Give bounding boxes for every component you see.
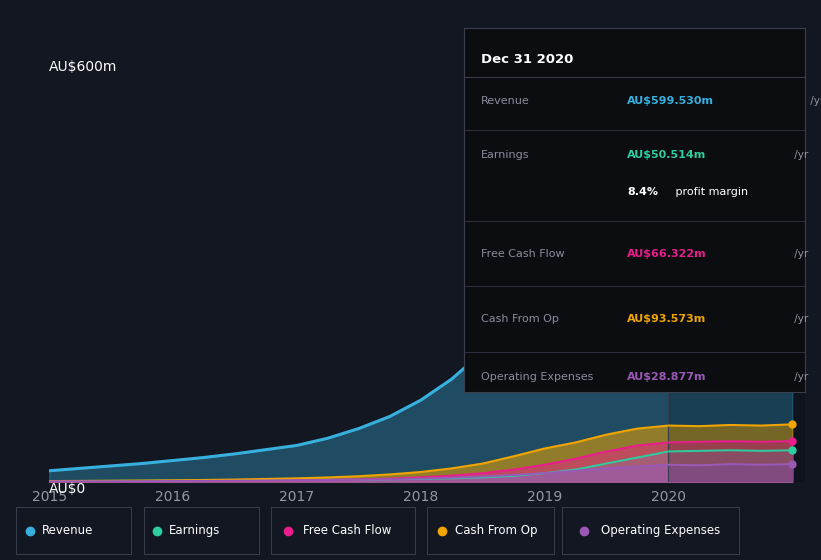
Text: Earnings: Earnings bbox=[481, 151, 530, 160]
Text: /yr: /yr bbox=[791, 151, 808, 160]
Text: /yr: /yr bbox=[791, 314, 808, 324]
Bar bbox=[668, 90, 805, 482]
Text: AU$28.877m: AU$28.877m bbox=[627, 372, 707, 382]
Text: /yr: /yr bbox=[807, 96, 821, 106]
Text: profit margin: profit margin bbox=[672, 187, 748, 197]
Text: AU$50.514m: AU$50.514m bbox=[627, 151, 707, 160]
Text: Dec 31 2020: Dec 31 2020 bbox=[481, 53, 573, 67]
Text: AU$93.573m: AU$93.573m bbox=[627, 314, 707, 324]
Text: Operating Expenses: Operating Expenses bbox=[601, 524, 721, 537]
Text: /yr: /yr bbox=[791, 249, 808, 259]
Text: AU$599.530m: AU$599.530m bbox=[627, 96, 714, 106]
Text: /yr: /yr bbox=[791, 372, 808, 382]
Text: Cash From Op: Cash From Op bbox=[455, 524, 538, 537]
Text: Earnings: Earnings bbox=[169, 524, 220, 537]
Text: AU$0: AU$0 bbox=[49, 482, 86, 496]
Text: Revenue: Revenue bbox=[42, 524, 93, 537]
Text: Free Cash Flow: Free Cash Flow bbox=[481, 249, 565, 259]
Text: Free Cash Flow: Free Cash Flow bbox=[303, 524, 391, 537]
Text: Revenue: Revenue bbox=[481, 96, 530, 106]
Text: 8.4%: 8.4% bbox=[627, 187, 658, 197]
Text: Cash From Op: Cash From Op bbox=[481, 314, 559, 324]
Text: AU$66.322m: AU$66.322m bbox=[627, 249, 707, 259]
Text: AU$600m: AU$600m bbox=[49, 60, 117, 74]
Text: Operating Expenses: Operating Expenses bbox=[481, 372, 594, 382]
